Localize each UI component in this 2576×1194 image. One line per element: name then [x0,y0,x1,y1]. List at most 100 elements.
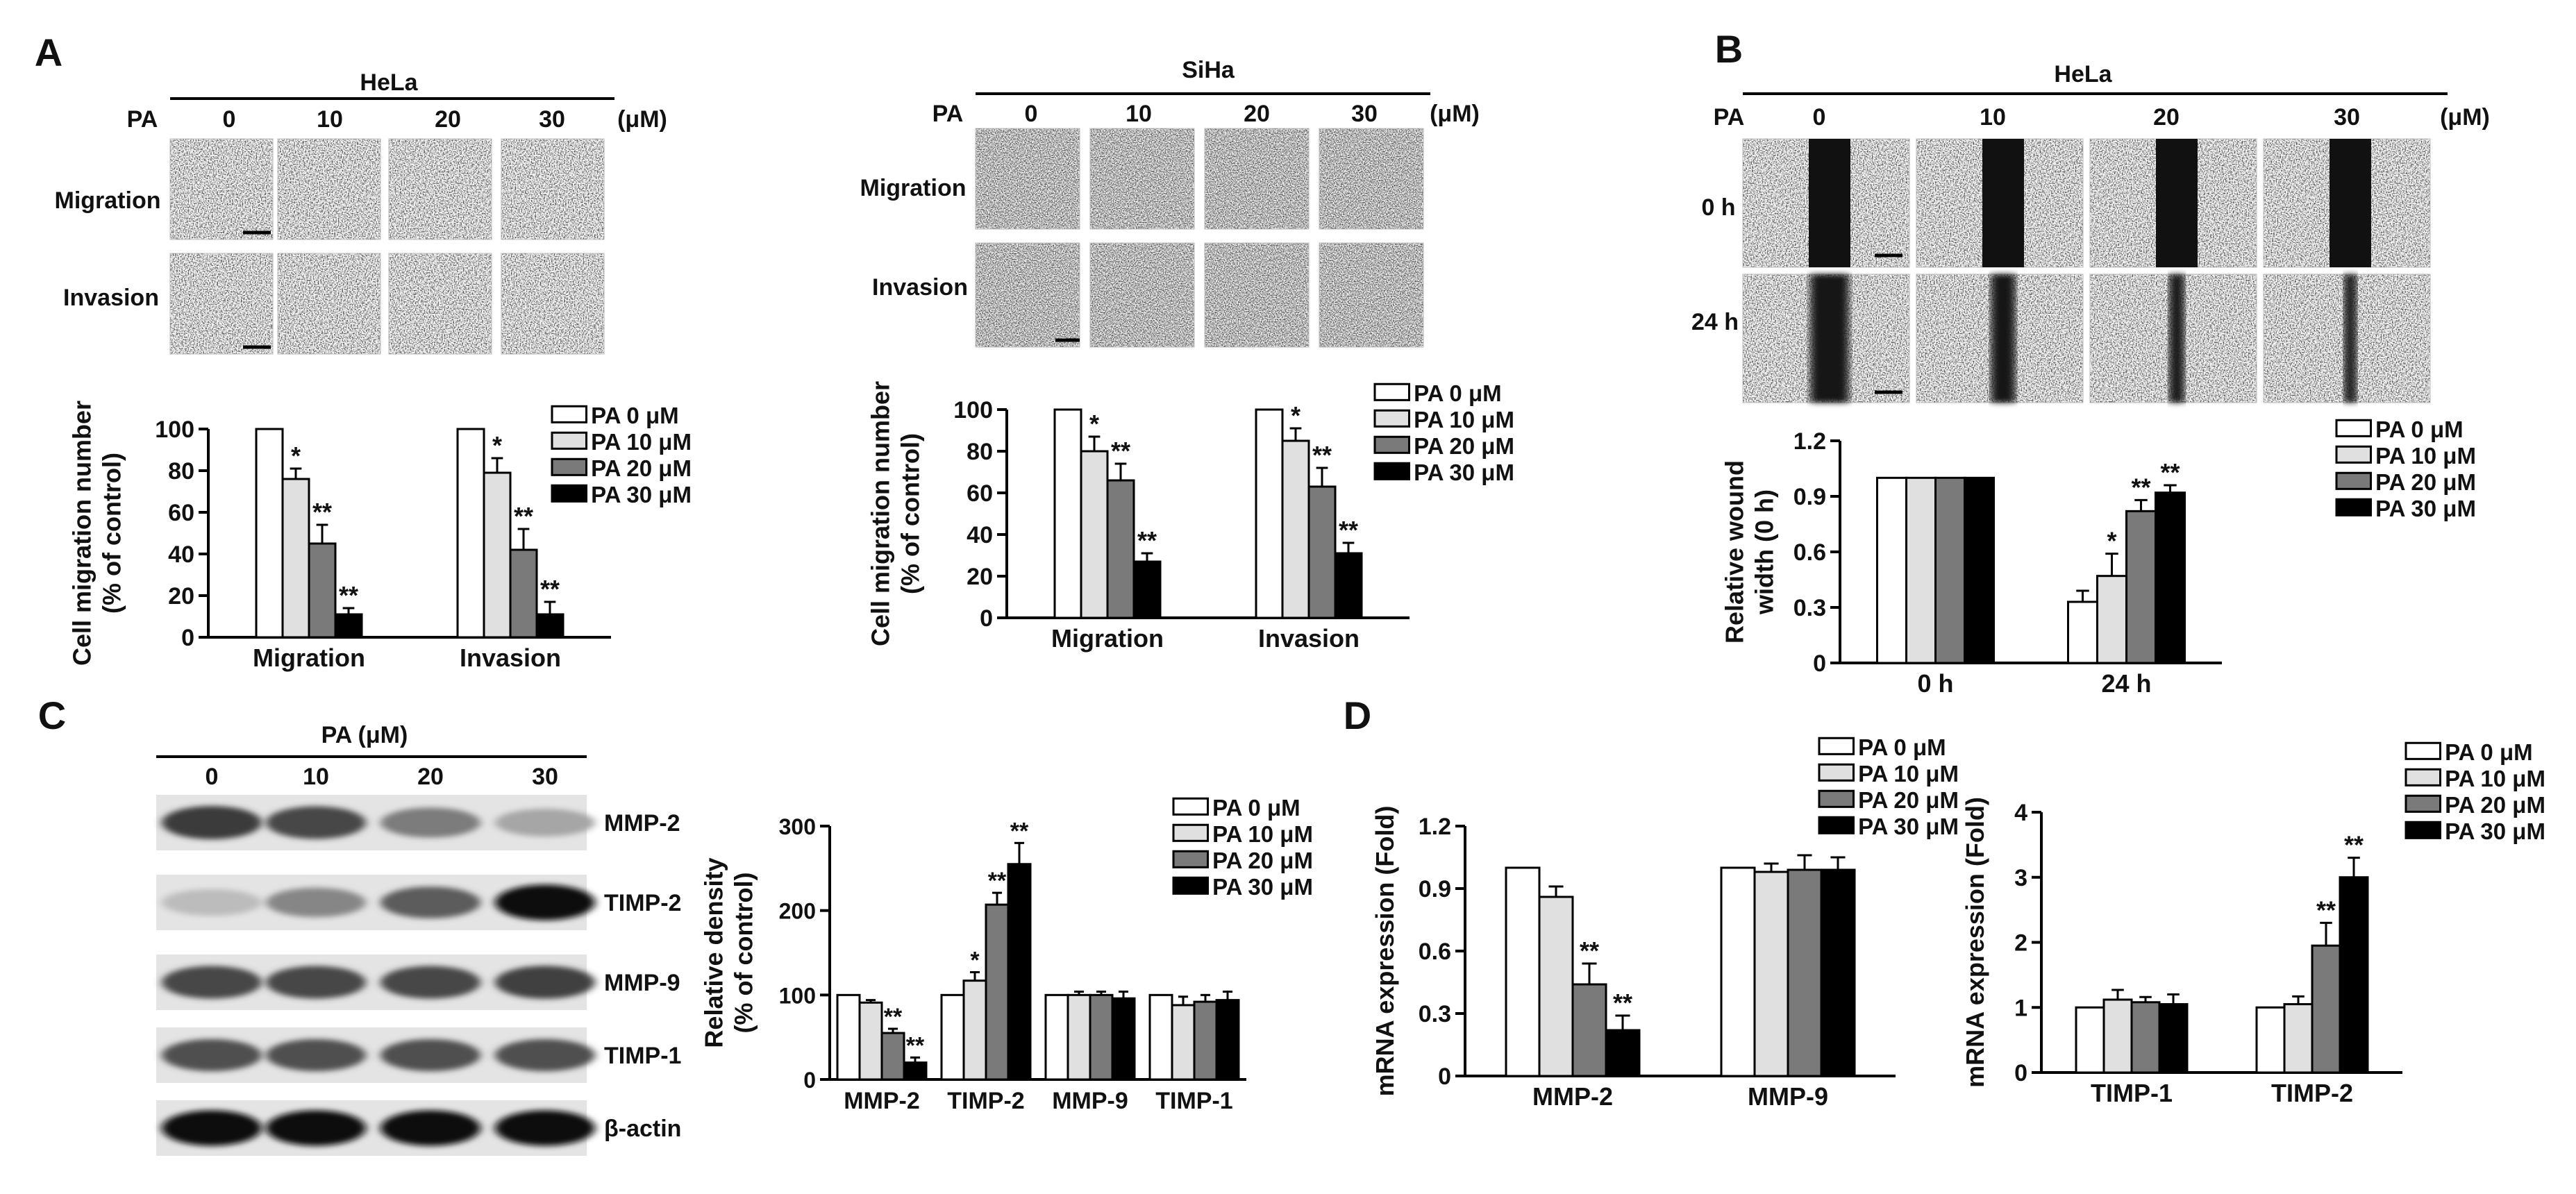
micrograph-hela-invasion [389,253,492,354]
blot-label-MMP-9: MMP-9 [604,970,680,996]
blot-band [380,1039,480,1072]
bar [2075,1006,2105,1074]
bar [1787,868,1823,1077]
y-tick-label: 0 [980,605,993,632]
y-tick-label: 0 [181,625,194,651]
x-category-label: Invasion [460,644,561,672]
bar [2255,1006,2286,1074]
chart-D-left: 0 0.3 0.6 0.9 1.2 mRNA expression (Fold) ** ** M… [1371,806,1896,1111]
legend-swatch [2404,794,2441,813]
blot-band [162,1039,262,1072]
wound-gap-24h [1810,274,1849,403]
blot-band [495,1110,595,1146]
blot-band [266,1039,366,1072]
significance-mark: ** [1613,989,1632,1017]
micrograph-hela-invasion-frame [501,253,605,355]
micrograph-siha-invasion [1319,243,1423,347]
cell-line-label: HeLa [360,69,418,96]
unit-label: (μM) [617,106,667,133]
y-axis-label: Relative wound width (0 h) [1720,460,1778,644]
legend-swatch [2404,768,2441,787]
significance-mark: * [492,431,502,460]
micrograph-hela-invasion-frame [388,253,492,355]
bar [1538,895,1574,1077]
row-label-migration: Migration [860,175,967,201]
row-label-invasion: Invasion [872,274,968,301]
chart-A-HeLa: 0 20 40 60 80 100 Cell migration number (% of c… [67,401,611,672]
legend-entry: PA 0 μM [1414,380,1502,406]
y-tick-label: 0.9 [1793,484,1826,510]
chart-A-SiHa: 0 20 40 60 80 100 Cell migration number (% of c… [866,381,1410,653]
legend-entry: PA 20 μM [2375,469,2476,495]
bar [1171,1004,1196,1081]
dose-label: 30 [532,764,558,790]
y-tick-label: 0.3 [1419,1001,1451,1027]
y-tick-label: 2 [2014,930,2027,957]
y-tick-label: 0 [1813,650,1826,677]
y-tick-label: 1.2 [1419,814,1451,840]
legend-entry: PA 30 μM [2375,496,2476,521]
y-tick-label: 0.6 [1419,939,1451,965]
legend-swatch [2335,498,2372,516]
micrograph-hela-invasion-frame [277,253,381,355]
blot-band [380,1110,480,1146]
chart-C: 0 100 200 300 Relative density (% of control)… [699,814,1246,1114]
y-tick-label: 1.2 [1793,428,1826,455]
legend-swatch [551,405,587,423]
significance-mark: ** [2160,458,2180,487]
micrograph-siha-invasion-frame [1204,242,1310,348]
bar [2339,876,2369,1074]
bar [2096,575,2127,664]
micrograph-siha-invasion [1090,243,1194,347]
micrograph-siha-migration [1205,128,1309,229]
y-tick-label: 60 [967,480,993,507]
y-axis-label-line: Cell migration number [866,381,894,646]
legend-swatch [1172,797,1209,816]
bar [2067,600,2098,664]
micrograph-siha-migration-frame [1319,128,1424,230]
micrograph-hela-migration [278,139,380,239]
x-category-label: TIMP-2 [947,1088,1024,1114]
panel-letter-A: A [35,31,62,74]
bar [2130,1001,2161,1074]
y-axis-label: mRNA expression (Fold) [1961,797,1989,1088]
bar [1307,485,1337,619]
legend-swatch [2404,821,2441,839]
bar [1044,993,1069,1081]
legend-entry: PA 0 μM [1212,795,1300,821]
row-label-0h: 0 h [1701,194,1735,221]
bar [1111,997,1136,1081]
dose-label: 20 [435,106,461,133]
panel-letter-D: D [1344,693,1371,737]
significance-mark: ** [339,581,358,609]
significance-mark: ** [2316,895,2336,924]
legend-entry: PA 30 μM [1858,814,1959,839]
y-tick-label: 0.3 [1793,595,1826,621]
dose-label: 20 [417,764,444,790]
bar [836,993,861,1081]
y-tick-label: 3 [2014,865,2027,891]
x-category-label: MMP-2 [844,1088,920,1114]
micrograph-siha-migration [1319,128,1423,229]
treatment-label: PA [932,101,964,127]
bar [1281,439,1310,619]
bar [2158,1003,2189,1074]
y-axis-label-line: mRNA expression (Fold) [1961,797,1989,1088]
unit-label: (μM) [1430,101,1480,127]
bar [281,478,310,639]
y-axis-label-line: width (0 h) [1750,489,1779,615]
blot-band [266,1110,366,1146]
micrograph-hela-migration [170,139,273,239]
legend-swatch [1373,382,1410,401]
blot-band [380,807,480,838]
wound-gap-0h [2156,139,2198,267]
micrograph-hela-invasion [170,253,273,354]
significance-mark: ** [988,868,1007,894]
bar [255,428,284,639]
bar [1720,866,1756,1077]
significance-mark: ** [906,1032,925,1059]
y-tick-label: 100 [155,417,194,443]
legend-entry: PA 10 μM [1858,761,1959,787]
